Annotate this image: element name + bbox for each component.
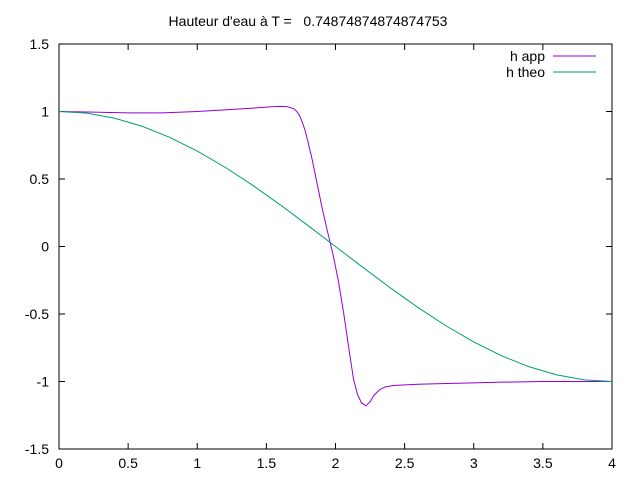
- series-line-h-app: [58, 105, 612, 407]
- x-tick-label: 2: [332, 455, 340, 471]
- y-tick-label: -0.5: [25, 306, 49, 322]
- legend-label: h theo: [506, 64, 545, 80]
- y-tick-label: 0: [41, 239, 49, 255]
- x-tick-label: 0: [55, 455, 63, 471]
- y-tick-label: 1.5: [30, 36, 50, 52]
- chart-title: Hauteur d'eau à T = 0.74874874874874753: [169, 13, 448, 29]
- y-tick-label: 1: [41, 104, 49, 120]
- x-tick-label: 1: [193, 455, 201, 471]
- x-tick-label: 3.5: [533, 455, 553, 471]
- series-line-h-theo: [58, 111, 613, 382]
- x-tick-label: 2.5: [395, 455, 415, 471]
- y-tick-label: -1.5: [25, 441, 49, 457]
- x-tick-label: 0.5: [118, 455, 138, 471]
- x-tick-label: 1.5: [257, 455, 277, 471]
- y-tick-label: 0.5: [30, 171, 50, 187]
- x-tick-label: 4: [608, 455, 616, 471]
- x-tick-label: 3: [470, 455, 478, 471]
- legend-label: h app: [510, 48, 545, 64]
- y-tick-label: -1: [37, 374, 50, 390]
